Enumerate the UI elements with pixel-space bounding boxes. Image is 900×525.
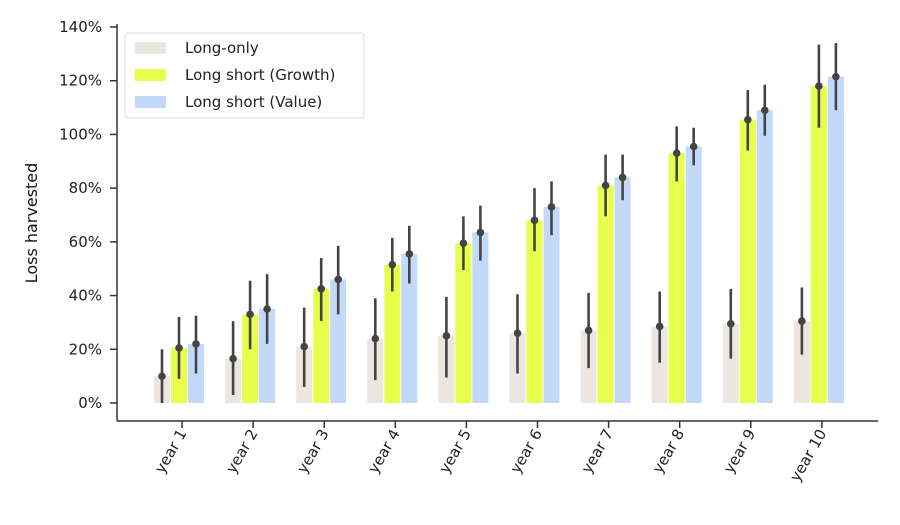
- mean-point: [459, 239, 468, 247]
- y-tick-label: 20%: [69, 340, 102, 358]
- bar-long-short-growth-2: [242, 314, 259, 403]
- y-tick-label: 40%: [69, 287, 102, 305]
- mean-point: [689, 142, 698, 151]
- y-tick-label: 60%: [69, 233, 102, 251]
- bar-long-short-value-10: [827, 76, 844, 403]
- bar-long-short-value-3: [330, 279, 347, 403]
- bar-long-short-growth-5: [455, 243, 472, 403]
- mean-point: [761, 106, 769, 115]
- mean-point: [832, 72, 840, 81]
- bar-long-short-value-5: [472, 232, 489, 403]
- bar-long-short-value-9: [756, 110, 773, 403]
- bar-long-short-value-4: [401, 253, 418, 403]
- x-ticks-layer: year 1 year 2 year 3 year 4 year 5 year 6 year…: [151, 421, 830, 485]
- bar-long-short-growth-9: [739, 119, 756, 404]
- mean-point: [263, 305, 271, 313]
- x-tick-label: year 9: [720, 426, 759, 476]
- x-tick-label: year 10: [786, 426, 830, 485]
- x-tick-label: year 5: [435, 426, 474, 476]
- bar-long-only-10: [793, 321, 810, 403]
- mean-point: [246, 310, 254, 319]
- x-tick-label: year 6: [506, 426, 545, 476]
- mean-point: [175, 344, 183, 352]
- x-tick-label: year 4: [364, 426, 403, 476]
- y-tick-label: 0%: [78, 394, 102, 412]
- mean-point: [601, 181, 610, 190]
- bar-long-short-growth-6: [526, 220, 543, 403]
- mean-point: [334, 275, 343, 284]
- mean-point: [744, 115, 752, 124]
- legend-label: Long short (Value): [185, 93, 322, 111]
- y-tick-label: 80%: [69, 179, 102, 197]
- bar-long-short-growth-10: [810, 86, 827, 403]
- y-axis-title: Loss harvested: [22, 163, 41, 284]
- x-tick-label: year 3: [293, 426, 332, 476]
- mean-point: [300, 342, 309, 351]
- mean-point: [442, 332, 451, 340]
- legend-swatch: [135, 96, 166, 108]
- mean-point: [476, 228, 485, 237]
- mean-point: [727, 319, 735, 328]
- bars-layer: [154, 76, 844, 404]
- bar-long-short-growth-3: [313, 288, 330, 403]
- mean-point: [317, 285, 326, 293]
- bar-long-only-9: [722, 323, 739, 403]
- y-tick-label: 120%: [59, 72, 102, 90]
- bar-long-short-growth-4: [384, 264, 401, 403]
- y-tick-label: 100%: [59, 125, 102, 143]
- mean-point: [584, 326, 593, 335]
- bar-long-short-value-6: [543, 206, 560, 403]
- mean-point: [530, 216, 539, 225]
- mean-point: [229, 354, 237, 363]
- x-tick-label: year 1: [151, 426, 190, 476]
- mean-point: [618, 173, 627, 182]
- x-tick-label: year 8: [649, 426, 688, 476]
- legend-swatch: [135, 42, 166, 54]
- legend-swatch: [135, 69, 166, 81]
- bar-long-short-value-7: [614, 177, 631, 403]
- mean-point: [798, 317, 806, 325]
- y-ticks-layer: 0% 20% 40% 60% 80% 100% 120% 140%: [59, 18, 117, 412]
- mean-point: [547, 203, 556, 211]
- mean-point: [388, 260, 397, 269]
- bar-long-only-8: [651, 326, 668, 403]
- bar-long-short-growth-8: [668, 153, 685, 403]
- error-bars-layer: [158, 43, 840, 403]
- mean-point: [158, 372, 166, 380]
- mean-point: [815, 82, 823, 90]
- mean-point: [513, 329, 522, 337]
- x-tick-label: year 7: [578, 426, 617, 476]
- bar-long-short-growth-7: [597, 185, 614, 403]
- x-tick-label: year 2: [222, 426, 261, 476]
- legend: Long-only Long short (Growth) Long short (…: [124, 32, 365, 119]
- legend-label: Long-only: [185, 39, 259, 57]
- mean-point: [672, 149, 681, 158]
- bar-long-short-value-2: [259, 309, 276, 403]
- mean-point: [405, 250, 414, 258]
- bar-long-short-value-8: [685, 146, 702, 403]
- y-tick-label: 140%: [59, 18, 102, 36]
- legend-box: [124, 32, 365, 119]
- mean-point: [192, 340, 200, 348]
- mean-point: [371, 334, 380, 343]
- mean-point: [655, 322, 664, 331]
- legend-label: Long short (Growth): [185, 66, 335, 84]
